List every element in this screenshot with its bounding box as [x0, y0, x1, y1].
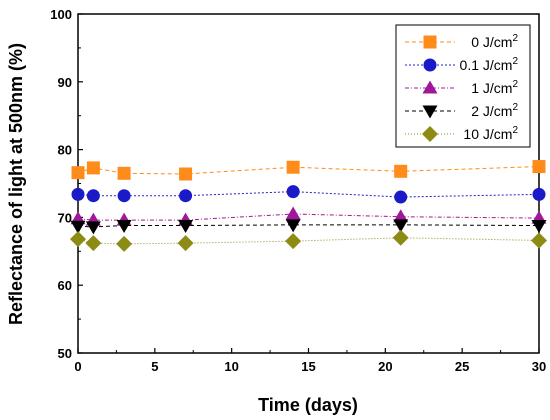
series-layer	[70, 160, 547, 252]
legend-item: 0 J/cm2	[405, 33, 518, 50]
legend-marker	[422, 126, 438, 142]
data-point	[85, 235, 102, 252]
series-0	[71, 160, 546, 181]
legend: 0 J/cm2 0.1 J/cm2 1 J/cm2 2 J/cm2 10 J/cm2	[395, 24, 531, 148]
data-point	[394, 190, 408, 204]
legend-item: 10 J/cm2	[405, 125, 518, 142]
data-point	[393, 219, 409, 233]
data-point	[286, 160, 300, 174]
legend-marker	[423, 58, 437, 72]
x-tick-label: 25	[455, 359, 469, 374]
data-point	[70, 220, 86, 234]
y-tick-label: 60	[58, 278, 72, 293]
data-point	[531, 220, 547, 234]
x-tick-label: 5	[151, 359, 158, 374]
legend-label: 1 J/cm2	[471, 79, 518, 96]
legend-label: 0 J/cm2	[471, 33, 518, 50]
data-point	[86, 161, 100, 175]
data-point	[286, 185, 300, 199]
data-point	[394, 164, 408, 178]
data-point	[285, 206, 301, 220]
series-1	[71, 185, 546, 204]
y-tick-label: 70	[58, 210, 72, 225]
data-point	[71, 187, 85, 201]
data-point	[85, 221, 101, 235]
legend-item: 2 J/cm2	[405, 102, 518, 119]
data-point	[285, 233, 302, 250]
data-point	[177, 235, 194, 252]
x-tick-label: 10	[224, 359, 238, 374]
x-tick-label: 15	[301, 359, 315, 374]
series-line	[77, 213, 540, 221]
x-tick-label: 30	[532, 359, 546, 374]
legend-marker	[422, 105, 438, 119]
x-tick-label: 0	[74, 359, 81, 374]
data-point	[116, 235, 133, 252]
series-line	[77, 166, 540, 175]
series-4	[70, 229, 547, 252]
data-point	[179, 167, 193, 181]
data-point	[70, 231, 86, 248]
series-line	[77, 237, 540, 245]
series-2	[70, 206, 547, 226]
data-point	[393, 209, 409, 223]
x-axis-title: Time (days)	[258, 395, 358, 415]
y-tick-label: 100	[50, 7, 72, 22]
data-point	[116, 220, 132, 234]
data-point	[86, 189, 100, 203]
legend-item: 1 J/cm2	[405, 79, 518, 96]
legend-marker	[423, 35, 437, 49]
legend-label: 10 J/cm2	[463, 125, 518, 142]
series-line	[77, 191, 540, 198]
data-point	[532, 187, 546, 201]
y-tick-label: 50	[58, 346, 72, 361]
legend-label: 2 J/cm2	[471, 102, 518, 119]
legend-label: 0.1 J/cm2	[460, 56, 519, 73]
data-point	[285, 219, 301, 233]
legend-marker	[422, 80, 438, 94]
data-point	[117, 166, 131, 180]
data-point	[392, 229, 409, 246]
legend-item: 0.1 J/cm2	[405, 56, 518, 73]
series-3	[70, 219, 547, 235]
x-tick-label: 20	[378, 359, 392, 374]
series-line	[77, 224, 540, 228]
data-point	[532, 160, 546, 174]
y-axis-title: Reflectance of light at 500nm (%)	[6, 43, 26, 325]
y-tick-label: 80	[58, 143, 72, 158]
data-point	[178, 220, 194, 234]
data-point	[179, 189, 193, 203]
axis-ticks: 0 5 10 15 20 25 30 50 60 70 80 90 100	[50, 7, 546, 374]
data-point	[117, 189, 131, 203]
data-point	[71, 166, 85, 180]
legend-box	[395, 24, 531, 148]
data-point	[531, 232, 547, 249]
y-tick-label: 90	[58, 75, 72, 90]
